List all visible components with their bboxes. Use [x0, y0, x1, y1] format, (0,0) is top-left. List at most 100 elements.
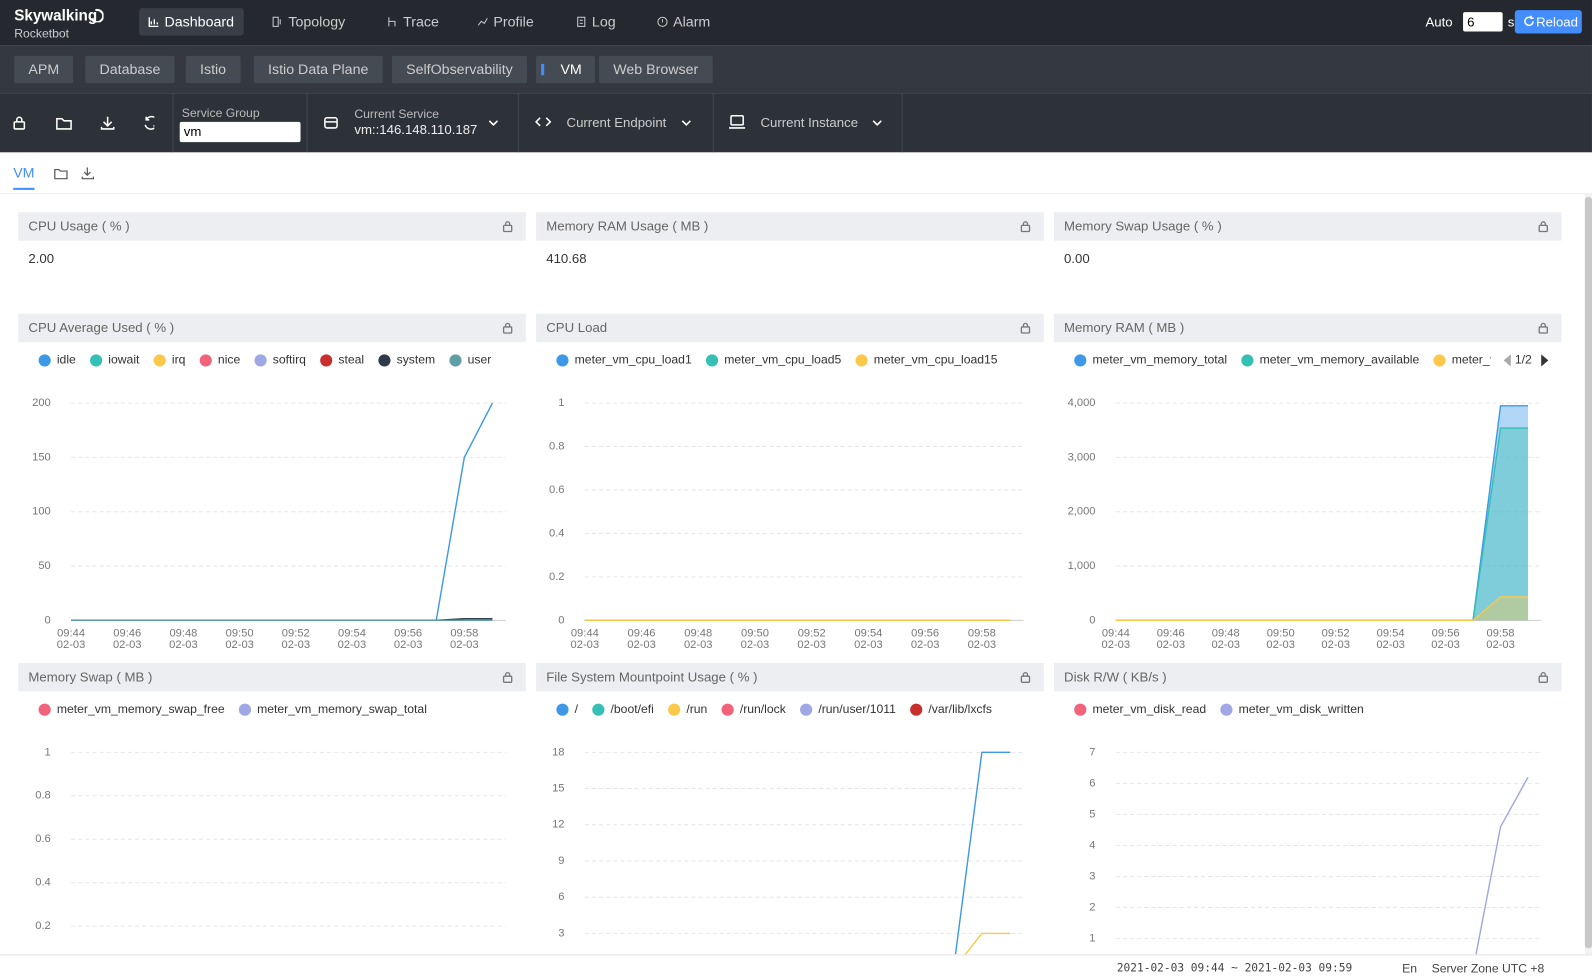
- panel-header: CPU Load: [536, 313, 1044, 343]
- legend-item[interactable]: /boot/efi: [592, 702, 654, 716]
- legend-item[interactable]: /: [556, 702, 579, 716]
- legend-marker: [1241, 354, 1254, 367]
- language[interactable]: En: [1402, 961, 1418, 976]
- x-tick-label: 09:46 02-03: [627, 627, 656, 651]
- value-panel: CPU Usage ( % ) 2.00: [18, 212, 526, 304]
- x-tick-label: 09:54 02-03: [854, 627, 883, 651]
- lock-body: [502, 224, 513, 233]
- nav-item[interactable]: Trace: [378, 8, 448, 35]
- panel-title: Disk R/W ( KB/s ): [1064, 669, 1167, 685]
- nav-item[interactable]: Topology: [263, 8, 354, 35]
- service-group-input[interactable]: vm: [179, 121, 301, 143]
- series-line: [954, 751, 1011, 955]
- nav-item[interactable]: Alarm: [648, 8, 720, 35]
- lock-icon[interactable]: [1537, 220, 1549, 233]
- service-selector[interactable]: Current Service vm::146.148.110.187: [308, 93, 518, 152]
- y-tick-label: 0.4: [35, 877, 51, 889]
- lock-icon[interactable]: [1019, 322, 1031, 334]
- x-tick-label: 09:56 02-03: [1431, 627, 1460, 651]
- panel-title: Memory Swap Usage ( % ): [1064, 218, 1222, 234]
- lock-icon[interactable]: [1019, 671, 1031, 683]
- chevron: [488, 120, 499, 127]
- nav-label: Dashboard: [164, 13, 235, 30]
- legend-item[interactable]: user: [449, 353, 491, 367]
- legend-marker: [1074, 354, 1087, 367]
- nav-label: Log: [591, 13, 616, 30]
- legend: meter_vm_disk_read meter_vm_disk_written: [1074, 702, 1364, 716]
- lock-icon[interactable]: [502, 322, 514, 334]
- legend-item[interactable]: meter_vm_cpu_load1: [556, 353, 692, 367]
- logo-title: Skywalking: [14, 7, 98, 25]
- legend-marker: [199, 354, 212, 367]
- legend: meter_vm_cpu_load1 meter_vm_cpu_load5 mete…: [556, 353, 998, 367]
- legend-item[interactable]: meter_vm_memory_swap_free: [38, 702, 225, 716]
- nav-item[interactable]: Log: [567, 8, 625, 35]
- endpoint-selector[interactable]: Current Endpoint: [519, 93, 713, 152]
- lock-icon[interactable]: [1019, 220, 1031, 233]
- lock-icon[interactable]: [1537, 671, 1549, 683]
- legend-marker: [1074, 703, 1087, 716]
- legend-item[interactable]: meter_vm_memory_available: [1241, 353, 1419, 367]
- current-service-label: Current Service: [354, 106, 439, 121]
- legend-label: meter_vm_disk_written: [1239, 702, 1364, 716]
- chevron: [681, 120, 691, 127]
- legend-item[interactable]: meter_vm_disk_written: [1220, 702, 1364, 716]
- lock-shackle: [1540, 671, 1546, 677]
- legend-item[interactable]: meter_vm_cpu_load5: [705, 353, 842, 367]
- legend-item[interactable]: meter_vm_memory_swap_total: [238, 702, 427, 716]
- time-range[interactable]: 2021-02-03 09:44 ~ 2021-02-03 09:59: [1116, 961, 1353, 975]
- lock-icon[interactable]: [1537, 322, 1549, 334]
- panel-header: File System Mountpoint Usage ( % ): [536, 662, 1044, 692]
- y-tick-label: 12: [552, 819, 564, 831]
- legend-item[interactable]: /var/lib/lxcfs: [910, 702, 992, 716]
- separator: [712, 93, 714, 153]
- chart-panel: 0.2 0.4 0.6 0.8 1 meter_vm_memory_swap_free me…: [18, 662, 526, 954]
- chart: 1 2 3 4 5 6 7 meter_vm_disk_read meter_vm_disk_w…: [1074, 702, 1542, 955]
- separator: [306, 93, 308, 153]
- legend-item[interactable]: /run/user/1011: [800, 702, 896, 716]
- layer-tab[interactable]: Istio Data Plane: [253, 55, 383, 84]
- legend-item[interactable]: nice: [199, 353, 241, 367]
- nav-item[interactable]: Dashboard: [139, 8, 244, 36]
- legend-item[interactable]: steal: [320, 353, 364, 367]
- legend-marker: [38, 703, 51, 716]
- nav-item[interactable]: Profile: [468, 8, 543, 35]
- reload-button[interactable]: Reload: [1514, 10, 1582, 34]
- y-tick-label: 0.6: [35, 833, 51, 845]
- lock-icon[interactable]: [502, 220, 514, 233]
- y-tick-label: 0: [1089, 614, 1095, 626]
- layer-tab[interactable]: Istio: [185, 55, 241, 84]
- x-tick-label: 09:52 02-03: [797, 627, 826, 651]
- x-tick-label: 09:58 02-03: [967, 627, 997, 651]
- legend-item[interactable]: softirq: [254, 353, 306, 367]
- layer-tab[interactable]: Web Browser: [599, 55, 713, 84]
- instance-selector[interactable]: Current Instance: [714, 93, 902, 152]
- legend-item[interactable]: meter_vm: [1433, 353, 1505, 367]
- scrollbar[interactable]: [1584, 192, 1592, 955]
- current-service: vm::146.148.110.187: [354, 121, 478, 138]
- interval-input[interactable]: 6: [1463, 12, 1503, 32]
- legend-item[interactable]: /run: [668, 702, 707, 716]
- legend-item[interactable]: meter_vm_memory_total: [1074, 353, 1227, 367]
- layer-tab[interactable]: APM: [14, 55, 74, 84]
- legend-marker: [910, 703, 923, 716]
- scrollbar-thumb[interactable]: [1584, 196, 1592, 949]
- legend-item[interactable]: /run/lock: [721, 702, 787, 716]
- legend-item[interactable]: idle: [38, 353, 76, 367]
- legend-item[interactable]: system: [378, 353, 435, 367]
- legend-label: meter_vm_memory_available: [1260, 353, 1420, 367]
- layer-tab[interactable]: VM: [536, 55, 595, 84]
- layer-tab[interactable]: Database: [85, 55, 175, 84]
- lock-shackle: [1022, 322, 1029, 327]
- legend-next[interactable]: [1541, 354, 1549, 367]
- legend-prev[interactable]: [1503, 354, 1511, 367]
- layer-tab[interactable]: SelfObservability: [391, 55, 527, 84]
- dashboard-tab[interactable]: VM: [13, 164, 35, 181]
- legend-item[interactable]: meter_vm_disk_read: [1074, 702, 1206, 716]
- lock-icon[interactable]: [502, 671, 514, 683]
- legend-item[interactable]: meter_vm_cpu_load15: [855, 353, 998, 367]
- legend-item[interactable]: irq: [153, 353, 186, 367]
- legend-item[interactable]: iowait: [90, 353, 140, 367]
- footer: 2021-02-03 09:44 ~ 2021-02-03 09:59 En S…: [0, 954, 1592, 980]
- series-area: [1115, 428, 1529, 621]
